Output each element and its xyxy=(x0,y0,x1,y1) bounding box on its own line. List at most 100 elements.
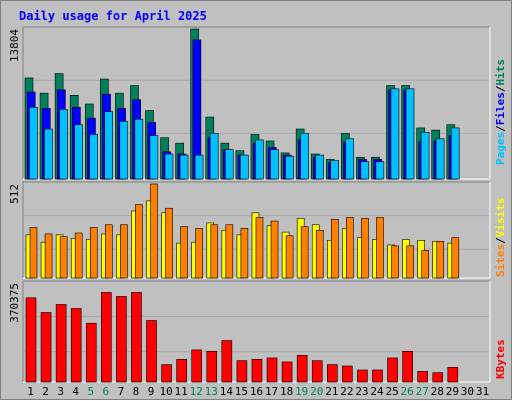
legend-label-hits-files-pages-part-2: / xyxy=(494,125,507,132)
bar-sites-day-18 xyxy=(285,235,294,279)
bar-sites-day-27 xyxy=(421,250,429,279)
bar-sites-day-24 xyxy=(376,217,384,279)
bar-kbytes-day-13 xyxy=(206,350,218,383)
bar-sites-day-10 xyxy=(165,207,173,279)
x-tick-label-day-7: 7 xyxy=(118,385,125,398)
bar-pages-day-24 xyxy=(375,161,385,180)
bar-sites-day-5 xyxy=(89,227,98,279)
bar-kbytes-day-22 xyxy=(342,365,353,383)
x-tick-label-day-9: 9 xyxy=(148,385,155,398)
bar-sites-day-12 xyxy=(195,228,204,279)
bar-kbytes-day-9 xyxy=(146,320,157,383)
bar-pages-day-25 xyxy=(390,88,400,180)
bar-pages-day-20 xyxy=(315,154,324,180)
bar-sites-day-20 xyxy=(315,229,324,279)
bar-kbytes-day-5 xyxy=(85,322,97,383)
chart-title: Daily usage for April 2025 xyxy=(19,9,207,23)
bar-sites-day-8 xyxy=(135,204,143,279)
x-tick-label-day-29: 29 xyxy=(446,385,459,398)
legend-label-kbytes: KBytes xyxy=(494,339,507,379)
legend-label-hits-files-pages-part-5: Hits xyxy=(494,59,507,86)
bar-kbytes-day-10 xyxy=(161,364,172,383)
bar-kbytes-day-8 xyxy=(131,292,142,383)
bar-sites-day-1 xyxy=(29,227,38,279)
bar-kbytes-day-1 xyxy=(25,297,37,383)
bar-kbytes-day-29 xyxy=(447,366,459,383)
bar-kbytes-day-7 xyxy=(116,296,127,383)
bar-sites-day-6 xyxy=(105,224,113,279)
bar-pages-day-26 xyxy=(405,88,415,180)
x-tick-label-day-10: 10 xyxy=(159,385,172,398)
x-tick-label-day-24: 24 xyxy=(370,385,384,398)
bar-sites-day-9 xyxy=(150,183,158,279)
bar-kbytes-day-19 xyxy=(296,354,308,383)
x-tick-label-day-31: 31 xyxy=(476,385,489,398)
bar-kbytes-day-28 xyxy=(432,372,444,383)
bar-sites-day-2 xyxy=(44,233,53,279)
bar-kbytes-day-20 xyxy=(311,360,323,383)
bar-sites-day-11 xyxy=(180,226,188,279)
bar-pages-day-13 xyxy=(209,133,219,180)
bar-sites-day-15 xyxy=(240,228,249,279)
x-tick-label-day-14: 14 xyxy=(220,385,234,398)
bar-sites-day-26 xyxy=(406,245,414,279)
bar-pages-day-15 xyxy=(240,154,249,180)
legend-label-sites-visits: Sites/Visits xyxy=(494,198,507,278)
bar-kbytes-day-14 xyxy=(221,340,233,383)
legend-label-kbytes-part-1: KBytes xyxy=(494,339,507,379)
bar-kbytes-day-24 xyxy=(372,369,383,383)
bar-pages-day-12 xyxy=(194,154,204,180)
bar-sites-day-17 xyxy=(270,220,279,279)
bar-kbytes-day-18 xyxy=(281,361,293,383)
bar-kbytes-day-11 xyxy=(176,358,187,383)
x-tick-label-day-27: 27 xyxy=(416,385,429,398)
bar-pages-day-16 xyxy=(255,139,264,180)
x-tick-label-day-8: 8 xyxy=(133,385,140,398)
bar-pages-day-19 xyxy=(300,133,309,180)
bar-kbytes-day-4 xyxy=(70,308,82,383)
x-tick-label-day-23: 23 xyxy=(355,385,368,398)
bar-sites-day-21 xyxy=(330,218,339,279)
bar-sites-day-3 xyxy=(59,236,68,279)
bar-sites-day-4 xyxy=(74,232,83,279)
bar-pages-day-3 xyxy=(59,109,68,180)
bar-kbytes-day-17 xyxy=(266,357,278,383)
x-tick-label-day-16: 16 xyxy=(250,385,263,398)
legend-label-hits-files-pages-part-4: / xyxy=(494,85,507,92)
bar-kbytes-day-16 xyxy=(251,358,263,383)
x-tick-label-day-28: 28 xyxy=(431,385,444,398)
bar-kbytes-day-6 xyxy=(101,292,112,383)
bar-sites-day-14 xyxy=(225,224,234,279)
bar-kbytes-day-12 xyxy=(191,349,203,383)
bar-sites-day-13 xyxy=(210,224,219,279)
x-tick-label-day-5: 5 xyxy=(87,385,94,398)
legend-label-sites-visits-part-1: Sites xyxy=(494,244,507,277)
bar-pages-day-1 xyxy=(29,106,38,180)
x-tick-label-day-13: 13 xyxy=(205,385,218,398)
y-max-label-kbytes: 370375 xyxy=(8,283,21,323)
bar-pages-day-23 xyxy=(360,161,370,180)
bar-pages-day-22 xyxy=(345,138,355,180)
legend-label-sites-visits-part-2: / xyxy=(494,237,507,244)
bar-pages-day-28 xyxy=(435,138,445,180)
x-tick-label-day-18: 18 xyxy=(280,385,293,398)
bar-pages-day-10 xyxy=(164,153,174,180)
bar-pages-day-11 xyxy=(179,154,189,180)
bar-pages-day-9 xyxy=(149,135,159,180)
y-max-label-hits: 13804 xyxy=(8,29,21,62)
bar-pages-day-8 xyxy=(134,118,144,180)
bar-pages-day-7 xyxy=(119,121,129,180)
bar-sites-day-16 xyxy=(255,217,264,279)
bar-pages-day-29 xyxy=(450,127,460,180)
x-tick-label-day-11: 11 xyxy=(175,385,188,398)
x-tick-label-day-22: 22 xyxy=(340,385,353,398)
bar-kbytes-day-27 xyxy=(417,371,428,383)
bar-sites-day-7 xyxy=(120,224,128,279)
bar-kbytes-day-26 xyxy=(402,350,413,383)
x-tick-label-day-15: 15 xyxy=(235,385,248,398)
bar-sites-day-25 xyxy=(391,245,399,279)
x-tick-label-day-19: 19 xyxy=(295,385,308,398)
bar-kbytes-day-23 xyxy=(357,369,368,383)
x-tick-label-day-4: 4 xyxy=(72,385,79,398)
